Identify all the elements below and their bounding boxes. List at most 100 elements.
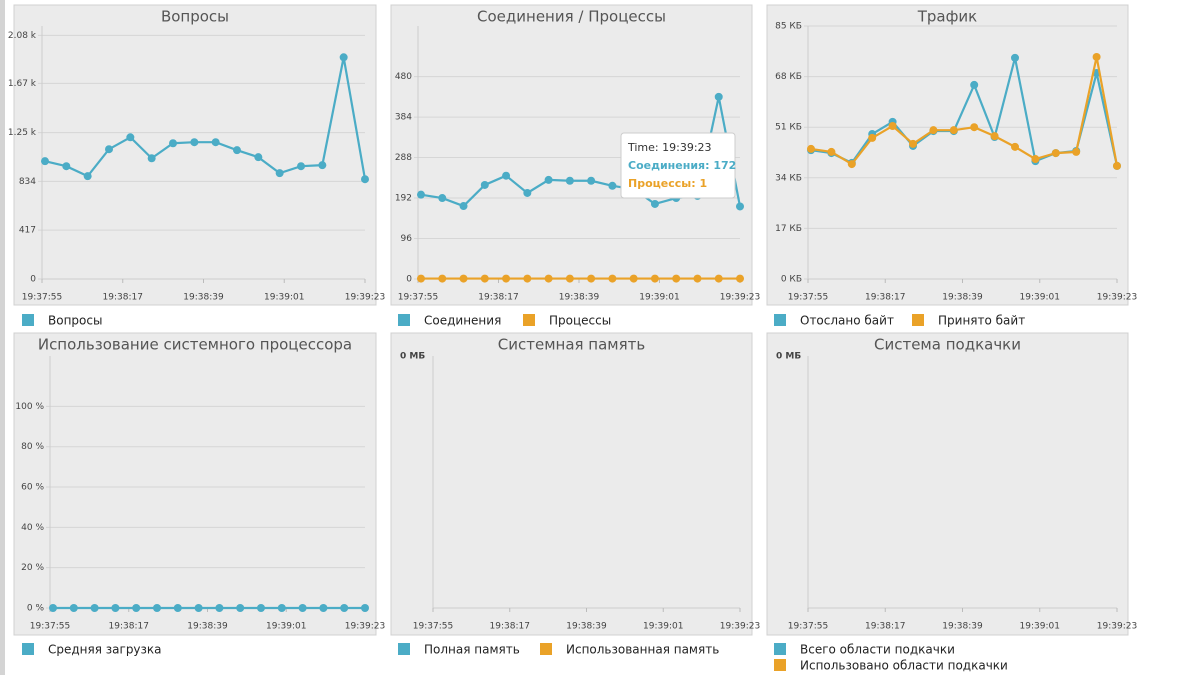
y-tick-label: 2.08 k bbox=[8, 31, 37, 41]
y-tick-label: 96 bbox=[401, 234, 413, 244]
legend-label: Полная память bbox=[424, 643, 520, 657]
data-point bbox=[650, 199, 659, 208]
x-tick-label: 19:39:23 bbox=[720, 293, 760, 303]
x-tick-label: 19:39:01 bbox=[266, 622, 306, 632]
panel bbox=[13, 332, 377, 636]
y-tick-label: 0 КБ bbox=[781, 275, 802, 285]
y-tick-label: 1.67 k bbox=[8, 79, 37, 89]
data-point bbox=[153, 604, 161, 612]
chart-title: Трафик bbox=[917, 8, 978, 26]
data-point bbox=[480, 180, 489, 189]
data-point bbox=[49, 604, 57, 612]
data-point bbox=[126, 133, 135, 142]
data-point bbox=[1072, 147, 1081, 156]
legend-label: Принято байт bbox=[938, 314, 1025, 328]
data-point bbox=[888, 122, 897, 131]
x-tick-label: 19:38:17 bbox=[478, 293, 518, 303]
y-tick-label: 1.25 k bbox=[8, 128, 37, 138]
data-point bbox=[523, 274, 532, 283]
data-point bbox=[438, 194, 447, 203]
chart-title: Использование системного процессора bbox=[38, 336, 352, 354]
data-point bbox=[587, 274, 596, 283]
data-point bbox=[847, 160, 856, 169]
data-point bbox=[277, 604, 286, 612]
data-point bbox=[233, 146, 241, 155]
data-point bbox=[970, 80, 979, 89]
data-point bbox=[417, 190, 425, 199]
x-tick-label: 19:38:17 bbox=[865, 293, 905, 303]
legend-swatch bbox=[398, 643, 410, 655]
data-point bbox=[340, 604, 349, 612]
data-point bbox=[275, 169, 284, 178]
data-point bbox=[736, 202, 744, 211]
x-tick-label: 19:37:55 bbox=[788, 293, 828, 303]
data-point bbox=[361, 604, 369, 612]
data-point bbox=[565, 274, 574, 283]
legend-swatch bbox=[398, 314, 410, 326]
y-tick-label: 288 bbox=[395, 153, 412, 163]
y-tick-label: 384 bbox=[395, 113, 412, 123]
y-tick-label: 80 % bbox=[21, 442, 44, 452]
y-tick-label: 192 bbox=[395, 194, 412, 204]
data-point bbox=[211, 138, 220, 147]
y-tick-label: 34 КБ bbox=[775, 173, 802, 183]
y-tick-label: 0 bbox=[406, 275, 412, 285]
legend-label: Вопросы bbox=[48, 314, 102, 328]
panel bbox=[390, 332, 753, 636]
data-point bbox=[1031, 155, 1040, 164]
data-point bbox=[105, 145, 113, 154]
data-point bbox=[693, 274, 702, 283]
legend-label: Отослано байт bbox=[800, 314, 894, 328]
y-tick-label: 60 % bbox=[21, 483, 44, 493]
data-point bbox=[318, 161, 327, 170]
chart-title: Система подкачки bbox=[874, 336, 1021, 354]
data-point bbox=[194, 604, 203, 612]
legend-swatch bbox=[912, 314, 924, 326]
x-tick-label: 19:38:17 bbox=[109, 622, 149, 632]
tooltip-line: Time: 19:39:23 bbox=[627, 141, 712, 154]
data-point bbox=[111, 604, 120, 612]
data-point bbox=[254, 153, 263, 162]
data-point bbox=[147, 154, 156, 163]
data-point bbox=[190, 138, 199, 147]
chart-title: Системная память bbox=[498, 336, 645, 354]
y-tick-label: 0 bbox=[30, 275, 36, 285]
x-tick-label: 19:38:39 bbox=[559, 293, 600, 303]
data-point bbox=[502, 274, 511, 283]
data-point bbox=[523, 188, 532, 197]
y-tick-label: 20 % bbox=[21, 563, 44, 573]
x-tick-label: 19:39:01 bbox=[643, 622, 683, 632]
data-point bbox=[970, 123, 979, 132]
x-tick-label: 19:39:23 bbox=[720, 622, 760, 632]
y-tick-label: 40 % bbox=[21, 523, 44, 533]
y-tick-label: 51 КБ bbox=[775, 123, 802, 133]
x-tick-label: 19:38:17 bbox=[865, 622, 905, 632]
panel bbox=[13, 4, 377, 306]
x-tick-label: 19:37:55 bbox=[413, 622, 453, 632]
data-point bbox=[69, 604, 78, 612]
series-line bbox=[44, 57, 367, 180]
data-point bbox=[949, 126, 958, 135]
data-point bbox=[544, 274, 553, 283]
panel bbox=[766, 332, 1129, 636]
y-tick-label: 85 КБ bbox=[775, 22, 802, 32]
legend-label: Средняя загрузка bbox=[48, 643, 162, 657]
data-point bbox=[215, 604, 224, 612]
x-tick-label: 19:37:55 bbox=[788, 622, 828, 632]
legend-swatch bbox=[774, 643, 786, 655]
x-tick-label: 19:39:01 bbox=[639, 293, 679, 303]
data-point bbox=[90, 604, 99, 612]
data-point bbox=[827, 147, 836, 156]
data-point bbox=[297, 162, 305, 171]
data-point bbox=[544, 175, 553, 184]
data-point bbox=[587, 176, 596, 185]
data-point bbox=[736, 274, 744, 283]
x-tick-label: 19:38:17 bbox=[103, 293, 143, 303]
x-tick-label: 19:38:39 bbox=[187, 622, 228, 632]
x-tick-label: 19:39:23 bbox=[1097, 293, 1137, 303]
y-tick-label: 0 МБ bbox=[400, 352, 425, 362]
x-tick-label: 19:39:01 bbox=[1020, 293, 1060, 303]
data-point bbox=[990, 132, 999, 141]
data-point bbox=[909, 139, 917, 148]
